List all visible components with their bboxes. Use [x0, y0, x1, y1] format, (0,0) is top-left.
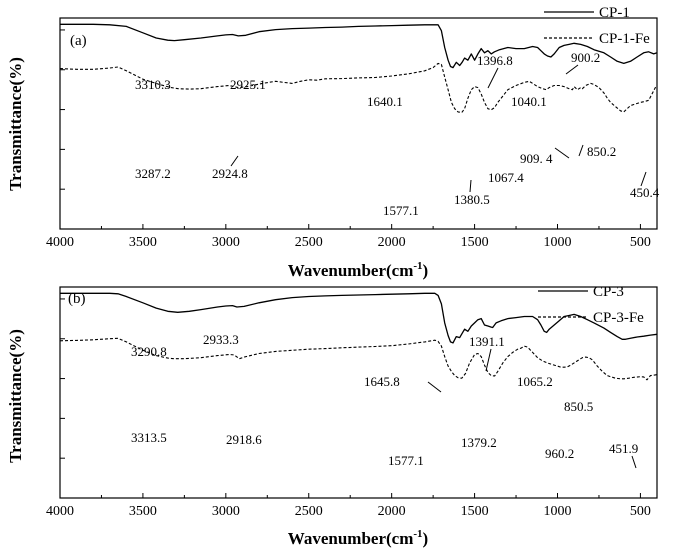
x-tick-label: 3500: [129, 504, 157, 519]
panel-label: (b): [68, 291, 86, 307]
x-tick-label: 1000: [544, 235, 572, 250]
series-line-cp-3: [60, 292, 658, 344]
annotation-960: 960.2: [545, 446, 574, 461]
annotations: 3310.3 2925.1 1396.8 900.2 1640.1 1040.1…: [135, 50, 660, 218]
annotation-leader-2924: [230, 155, 239, 167]
series-line-cp-1: [60, 23, 658, 69]
annotation-leader-1645: [427, 381, 442, 393]
panel-a: (a) 4000 3500 3000 2500 2000 1500 1000 500 Wave…: [6, 5, 660, 280]
plot-frame: [59, 17, 658, 230]
annotation-leader-1396: [487, 67, 499, 89]
annotation-leader-850: [578, 144, 584, 157]
x-ticks: [59, 29, 641, 229]
annotation-850: 850.2: [587, 144, 616, 159]
annotation-leader-450: [640, 171, 647, 187]
annotation-3290: 3290.8: [131, 344, 167, 359]
annotation-1040: 1040.1: [511, 94, 547, 109]
annotation-leader-909: [554, 147, 570, 159]
annotation-2918: 2918.6: [226, 432, 262, 447]
legend-label-cp3: CP-3: [593, 284, 624, 300]
legend-label-cp1fe: CP-1-Fe: [599, 31, 650, 47]
annotation-1396: 1396.8: [477, 53, 513, 68]
x-tick-label: 2000: [378, 235, 406, 250]
annotation-1379: 1379.2: [461, 435, 497, 450]
x-tick-label: 500: [630, 235, 651, 250]
x-axis-label: Wavenumber(cm-1): [288, 260, 428, 280]
x-tick-label: 500: [630, 504, 651, 519]
annotation-450: 450.4: [630, 185, 660, 200]
legend-label-cp3fe: CP-3-Fe: [593, 310, 644, 326]
x-axis-label: Wavenumber(cm-1): [288, 528, 428, 548]
annotation-1577: 1577.1: [388, 453, 424, 468]
y-axis-label: Transmittance(%): [6, 57, 25, 191]
annotation-1640: 1640.1: [367, 94, 403, 109]
annotation-2925: 2925.1: [230, 77, 266, 92]
annotation-1577: 1577.1: [383, 203, 419, 218]
x-tick-label: 3000: [212, 235, 240, 250]
annotations: 3290.8 2933.3 1391.1 1645.8 1065.2 850.5…: [131, 332, 638, 469]
annotation-2933: 2933.3: [203, 332, 239, 347]
series-group: [59, 292, 658, 381]
annotation-leader-900: [565, 64, 579, 75]
annotation-leader-1391: [485, 348, 492, 372]
annotation-909: 909. 4: [520, 151, 553, 166]
x-ticks: [59, 298, 641, 498]
annotation-3287: 3287.2: [135, 166, 171, 181]
x-tick-label: 2000: [378, 504, 406, 519]
annotation-3313: 3313.5: [131, 430, 167, 445]
panel-b: (b) 4000 3500 3000 2500 2000 1500 1000 500 Wave…: [6, 284, 658, 548]
series-line-cp-1-fe: [59, 62, 658, 114]
x-tick-label: 3000: [212, 504, 240, 519]
series-group: [59, 23, 658, 114]
annotation-900: 900.2: [571, 50, 600, 65]
x-tick-label: 4000: [46, 235, 74, 250]
annotation-1067: 1067.4: [488, 170, 524, 185]
x-tick-label: 1000: [544, 504, 572, 519]
x-tick-label: 4000: [46, 504, 74, 519]
annotation-leader-1380: [469, 179, 472, 193]
plot-frame: [59, 286, 658, 499]
annotation-1380: 1380.5: [454, 192, 490, 207]
annotation-1391: 1391.1: [469, 334, 505, 349]
legend-label-cp1: CP-1: [599, 5, 630, 21]
x-tick-label: 1500: [461, 235, 489, 250]
annotation-leader-451: [631, 455, 637, 469]
annotation-2924: 2924.8: [212, 166, 248, 181]
annotation-1065: 1065.2: [517, 374, 553, 389]
x-tick-labels: 4000 3500 3000 2500 2000 1500 1000 500: [46, 504, 651, 519]
annotation-451: 451.9: [609, 441, 638, 456]
legend: CP-3 CP-3-Fe: [538, 284, 644, 326]
y-axis-label: Transmittance(%): [6, 329, 25, 463]
x-tick-label: 1500: [461, 504, 489, 519]
panel-label: (a): [70, 33, 87, 49]
annotation-850: 850.5: [564, 399, 593, 414]
x-tick-label: 3500: [129, 235, 157, 250]
annotation-3310: 3310.3: [135, 77, 171, 92]
x-tick-labels: 4000 3500 3000 2500 2000 1500 1000 500: [46, 235, 651, 250]
series-line-cp-3-fe: [59, 337, 658, 381]
x-tick-label: 2500: [295, 235, 323, 250]
x-tick-label: 2500: [295, 504, 323, 519]
legend: CP-1 CP-1-Fe: [544, 5, 650, 47]
annotation-1645: 1645.8: [364, 374, 400, 389]
